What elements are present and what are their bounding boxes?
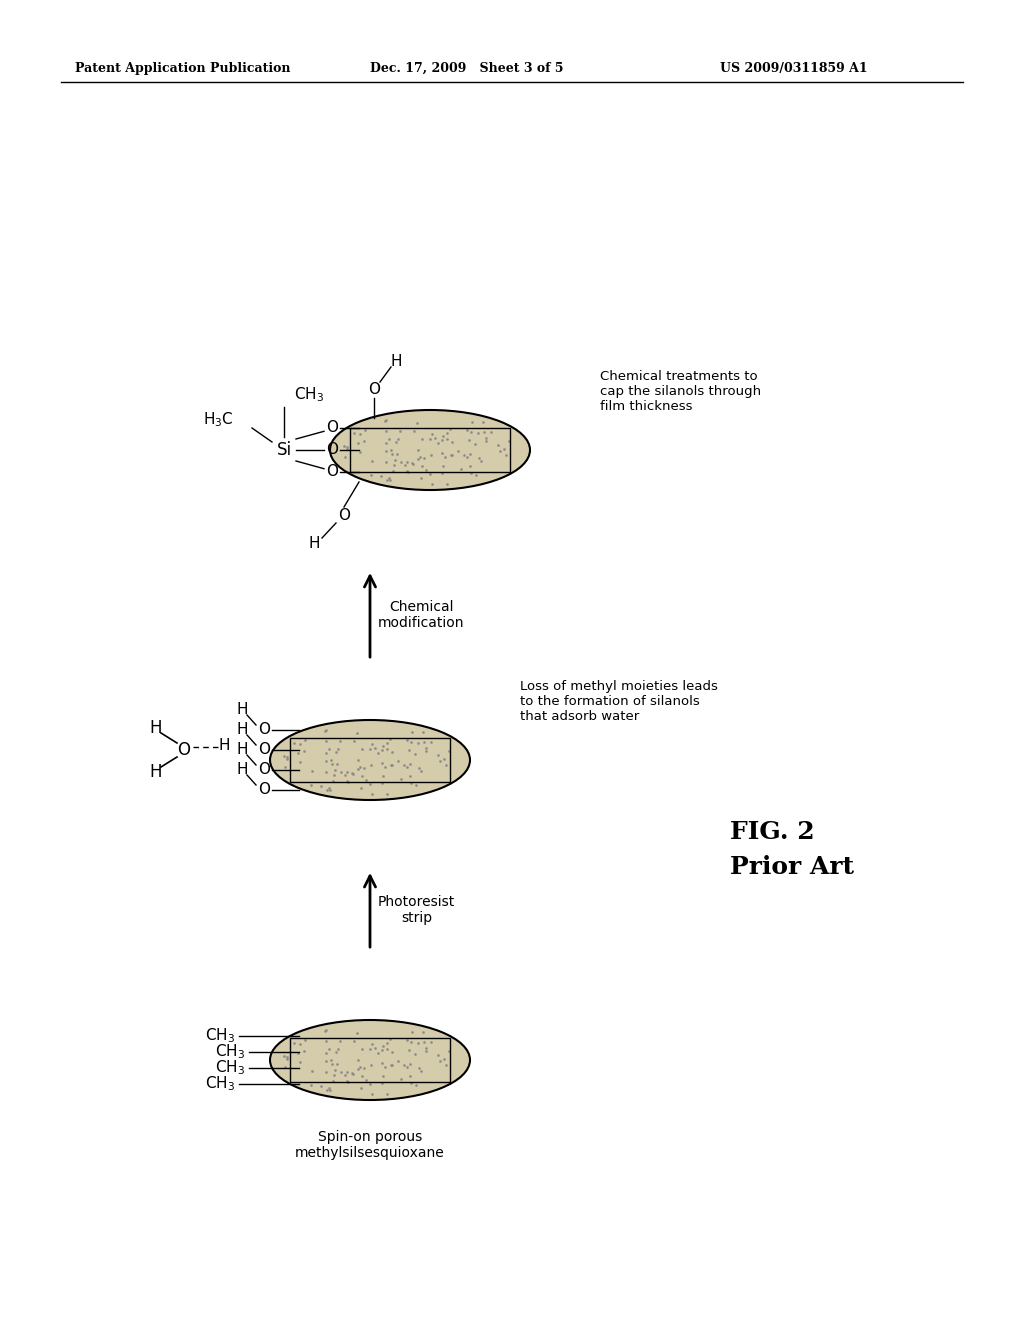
Text: O: O bbox=[258, 722, 270, 738]
Text: Dec. 17, 2009   Sheet 3 of 5: Dec. 17, 2009 Sheet 3 of 5 bbox=[370, 62, 563, 75]
Text: O: O bbox=[368, 383, 380, 397]
Text: Loss of methyl moieties leads
to the formation of silanols
that adsorb water: Loss of methyl moieties leads to the for… bbox=[520, 680, 718, 723]
Text: US 2009/0311859 A1: US 2009/0311859 A1 bbox=[720, 62, 867, 75]
Text: CH$_3$: CH$_3$ bbox=[205, 1027, 234, 1045]
Text: Prior Art: Prior Art bbox=[730, 855, 854, 879]
Text: CH$_3$: CH$_3$ bbox=[205, 1074, 234, 1093]
Text: O: O bbox=[338, 507, 350, 523]
Text: CH$_3$: CH$_3$ bbox=[215, 1043, 245, 1061]
Bar bbox=[290, 738, 450, 781]
Text: H: H bbox=[390, 355, 401, 370]
Text: H: H bbox=[308, 536, 319, 550]
Text: H: H bbox=[150, 763, 162, 781]
Text: Spin-on porous
methylsilsesquioxane: Spin-on porous methylsilsesquioxane bbox=[295, 1130, 444, 1160]
Text: Chemical
modification: Chemical modification bbox=[378, 599, 465, 630]
Text: H$_3$C: H$_3$C bbox=[204, 411, 234, 429]
Text: O: O bbox=[258, 783, 270, 797]
Text: O: O bbox=[326, 442, 338, 458]
Text: FIG. 2: FIG. 2 bbox=[730, 820, 815, 843]
Text: O: O bbox=[326, 421, 338, 436]
Text: Chemical treatments to
cap the silanols through
film thickness: Chemical treatments to cap the silanols … bbox=[600, 370, 761, 413]
Text: O: O bbox=[258, 742, 270, 758]
Text: H: H bbox=[237, 742, 248, 758]
Text: O: O bbox=[326, 465, 338, 479]
Text: Si: Si bbox=[276, 441, 292, 459]
Text: Photoresist
strip: Photoresist strip bbox=[378, 895, 456, 925]
Text: H: H bbox=[218, 738, 229, 752]
Bar bbox=[290, 1038, 450, 1082]
Text: H: H bbox=[237, 763, 248, 777]
Bar bbox=[350, 428, 510, 473]
Text: H: H bbox=[150, 719, 162, 737]
Text: O: O bbox=[177, 741, 190, 759]
Ellipse shape bbox=[270, 1020, 470, 1100]
Text: Patent Application Publication: Patent Application Publication bbox=[75, 62, 291, 75]
Text: CH$_3$: CH$_3$ bbox=[215, 1059, 245, 1077]
Ellipse shape bbox=[330, 411, 530, 490]
Text: CH$_3$: CH$_3$ bbox=[294, 385, 325, 404]
Text: H: H bbox=[237, 702, 248, 718]
Text: H: H bbox=[237, 722, 248, 738]
Ellipse shape bbox=[270, 719, 470, 800]
Text: O: O bbox=[258, 763, 270, 777]
